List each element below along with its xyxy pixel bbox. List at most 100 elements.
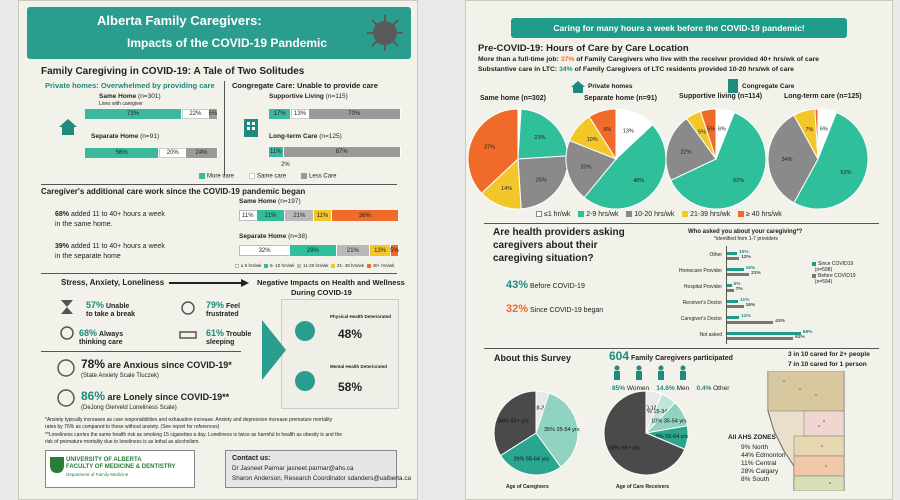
zones-title: All AHS ZONES — [728, 434, 776, 441]
pie-legend: ≤1 hr/wk 2-9 hrs/wk 10-20 hrs/wk 21-39 h… — [536, 211, 782, 218]
same-home-label: Same Home (n=301) — [99, 93, 161, 100]
who-bar-4-0 — [726, 316, 740, 319]
who-bar-label-0: Other — [709, 252, 722, 258]
mental-health-label: Mental Health Deteriorated — [330, 364, 388, 369]
asked-since-stat: 32% Since COVID-19 began — [506, 303, 604, 315]
footnote-2b: risk of premature mortality due to lonel… — [45, 439, 200, 445]
hours-separate-home-label: Separate Home (n=38) — [239, 233, 308, 240]
stat-always-thinking-2: thinking care — [79, 339, 123, 346]
age-receivers-label-2: 10% 35-54 yrs — [651, 419, 687, 425]
health-impacts-box: Physical Health Deteriorated 48% Mental … — [262, 299, 399, 409]
hours-pie-0-label-1: 23% — [534, 135, 545, 141]
right-infographic-panel: Caring for many hours a week before the … — [465, 0, 893, 500]
added-separate-home-stat-2: in the separate home — [55, 253, 121, 260]
hours-pie-0-label-2: 25% — [536, 178, 547, 184]
page-title: Alberta Family Caregivers: — [97, 13, 262, 28]
building-icon — [244, 119, 258, 137]
who-bar-label-2: Hospital Provider — [683, 284, 722, 290]
lonely-scale: (DeJong Gierveld Loneliness Scale) — [81, 405, 177, 411]
who-bar-1-0 — [726, 268, 744, 271]
age-receivers-label-1: 6% 15-34 yrs — [644, 409, 677, 415]
hourglass-icon — [61, 300, 73, 314]
hours-pie-1-slice-1 — [583, 124, 667, 210]
physical-health-pct: 48% — [338, 327, 363, 341]
who-bar-value-4-0: 12% — [741, 314, 751, 319]
thinking-head-icon — [60, 326, 74, 340]
care-legend: More care Same care Less Care — [199, 173, 336, 180]
bed-icon — [179, 331, 197, 339]
stat-trouble-sleeping: 61% Trouble — [206, 328, 252, 338]
negative-impacts-title: Negative Impacts on Health and Wellness — [257, 278, 405, 287]
hours-pie-0-label-4: 37% — [484, 145, 495, 151]
who-bar-value-1-1: 21% — [751, 271, 761, 276]
who-bar-label-1: Homecare Provider — [678, 268, 722, 274]
hours-pie-2-label-3: 5% — [698, 129, 706, 135]
anxious-stat: 78% are Anxious since COVID-19* — [81, 357, 232, 371]
added-same-home-stat-2: in the same home. — [55, 221, 113, 228]
stat-frustrated: 79% Feel — [206, 300, 240, 310]
physical-health-label: Physical Health Deteriorated — [330, 314, 392, 319]
age-receivers-label: Age of Care Receivers — [616, 484, 670, 490]
who-bar-label-3: Receiver's Doctor — [682, 300, 722, 306]
question-title-3: caregiving situation? — [493, 253, 594, 264]
supportive-living-label: Supportive Living (n=115) — [269, 93, 348, 100]
private-homes-label: Private homes — [588, 83, 633, 90]
hours-pie-2-slice-4 — [699, 108, 717, 160]
separate-home-bar: 56% 20% 24% — [85, 148, 218, 158]
hours-pie-2-label-2: 22% — [680, 149, 691, 155]
ltc-same-value: 2% — [281, 162, 290, 168]
hours-legend: ≤ 5 hrs/wk 6- 10 hrs/wk 11-20 hrs/wk 21-… — [235, 263, 394, 268]
who-bar-3-1 — [726, 305, 744, 308]
same-home-note: Lives with caregiver — [99, 101, 143, 107]
hours-same-home-bar: 11% 21% 21% 11% 36% — [239, 210, 399, 221]
who-bar-4-1 — [726, 321, 774, 324]
age-receivers-label-3: 9% 55-64 yrs — [656, 434, 689, 440]
private-homes-heading: Private homes: Overwhelmed by providing … — [45, 81, 215, 90]
age-caregivers-label-1: 35% 35-54 yrs — [544, 427, 580, 433]
negative-impacts-title-2: During COVID-19 — [291, 288, 352, 297]
hours-same-home-label: Same Home (n=197) — [239, 198, 301, 205]
hours-pie-2-label-4: 5% — [707, 126, 715, 132]
same-home-bar: 73% 22% 5% — [85, 109, 218, 119]
contact-parmar[interactable]: Dr Jasneet Parmar jasneet.parmar@ahs.ca — [232, 465, 354, 472]
ltc-label: Long-term Care (n=125) — [269, 133, 342, 140]
university-logo: UNIVERSITY OF ALBERTA FACULTY OF MEDICIN… — [45, 450, 195, 488]
hours-separate-home-bar: 32% 29% 21% 13% 5% — [239, 245, 399, 256]
physical-health-icon — [295, 321, 315, 341]
hours-pie-3-label-2: 34% — [781, 157, 792, 163]
hours-pie-2-slice-1 — [670, 111, 767, 210]
who-bar-2-0 — [726, 284, 732, 287]
pie-label-ltc: Long-term care (n=125) — [784, 93, 862, 100]
hours-pie-1-label-3: 10% — [587, 137, 598, 143]
age-caregivers-slice-1 — [535, 392, 579, 468]
who-bar-value-0-0: 10% — [739, 250, 749, 255]
pie-label-supportive: Supportive living (n=114) — [679, 93, 763, 100]
stat-trouble-sleeping-2: sleeping — [206, 339, 235, 346]
hours-pie-2-label-0: 6% — [718, 127, 726, 133]
gender-breakdown: 85% Women 14.6% Men 0.4% Other — [612, 385, 730, 392]
arrow-right-icon — [169, 279, 249, 287]
hours-pie-1-slice-2 — [565, 139, 617, 199]
ltc-bar: 11% 87% — [269, 147, 401, 157]
contact-anderson[interactable]: Sharon Anderson, Research Coordinator sd… — [232, 475, 411, 482]
building-icon-right — [728, 79, 738, 93]
anxious-face-icon — [57, 359, 75, 377]
hours-pie-1-label-0: 13% — [623, 129, 634, 135]
who-bar-2-1 — [726, 289, 734, 292]
mental-health-icon — [295, 371, 315, 391]
congregate-heading: Congregate Care: Unable to provide care — [232, 81, 378, 90]
who-bar-value-2-1: 7% — [735, 287, 743, 292]
pie-label-same: Same home (n=302) — [480, 95, 546, 102]
hours-pie-3-slice-4 — [814, 108, 819, 160]
stat-frustrated-2: frustrated — [206, 311, 239, 318]
age-receivers-slice-4 — [603, 390, 686, 476]
hours-pie-3-label-3: 7% — [805, 127, 813, 133]
lonely-stat: 86% are Lonely since COVID-19** — [81, 389, 230, 403]
hours-pie-1-label-1: 48% — [633, 178, 644, 184]
hours-pie-charts: 23%25%14%37%13%48%20%10%9% 6%62%22%5% 5% 6%… — [467, 108, 869, 210]
who-bar-value-4-1: 43% — [775, 319, 785, 324]
footnote-1b: rates by 76% as compared to those withou… — [45, 424, 220, 430]
who-bar-1-1 — [726, 273, 750, 276]
tale-section-title: Family Caregiving in COVID-19: A Tale of… — [41, 66, 305, 77]
who-bar-0-1 — [726, 257, 740, 260]
